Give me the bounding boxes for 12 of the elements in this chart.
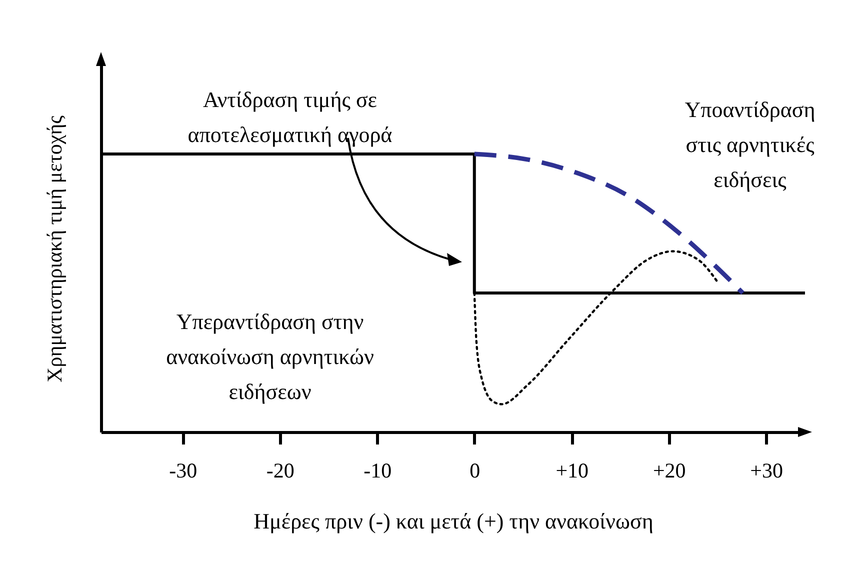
y-axis-title: Χρηματιστηριακή τιμή μετοχής bbox=[42, 114, 66, 382]
x-tick-label: +10 bbox=[556, 458, 589, 482]
x-tick-label: -30 bbox=[169, 458, 198, 482]
annotation: Υποαντίδραση στις αρνητικές ειδήσεις bbox=[684, 97, 816, 192]
annotation: Υπεραντίδραση στην ανακοίνωση αρνητικών ειδήσεων bbox=[166, 309, 374, 404]
x-tick-label: -20 bbox=[266, 458, 294, 482]
x-tick-label: +20 bbox=[652, 458, 686, 482]
x-tick-label: 0 bbox=[470, 458, 480, 482]
x-axis-title: Ημέρες πριν (-) και μετά (+) την ανακοίνωση bbox=[254, 508, 654, 534]
text: Αντίδραση τιμής σε αποτελεσματική αγορά bbox=[188, 87, 393, 147]
x-tick-label: -10 bbox=[364, 458, 392, 482]
x-tick-label: +30 bbox=[750, 458, 784, 482]
